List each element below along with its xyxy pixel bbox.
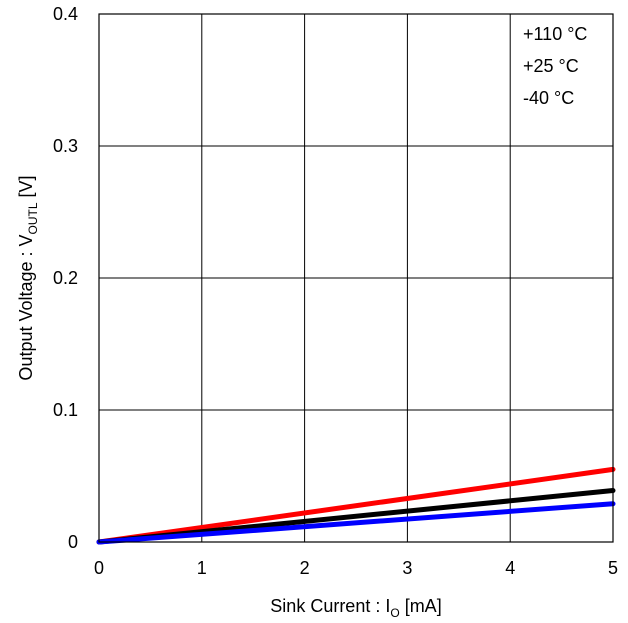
x-tick-label: 5 [608,558,618,578]
x-tick-label: 4 [505,558,515,578]
y-tick-labels: 0 0.1 0.2 0.3 0.4 [53,4,78,552]
x-axis-label: Sink Current : IO [mA] [270,596,441,620]
y-tick-label: 0.2 [53,268,78,288]
x-tick-label: 2 [300,558,310,578]
legend-entry-1: +25 °C [523,56,579,76]
x-tick-label: 0 [94,558,104,578]
x-tick-label: 1 [197,558,207,578]
legend-entry-2: -40 °C [523,88,574,108]
series-line-0 [96,466,616,545]
y-tick-label: 0 [68,532,78,552]
y-axis-label: Output Voltage : VOUTL [V] [16,175,40,380]
legend: +110 °C +25 °C -40 °C [523,24,587,108]
plot-frame [98,13,614,543]
series-line-2 [96,501,616,545]
x-tick-label: 3 [402,558,412,578]
y-tick-label: 0.4 [53,4,78,24]
y-tick-label: 0.3 [53,136,78,156]
series-lines [96,466,616,545]
x-tick-labels: 0 1 2 3 4 5 [94,558,618,578]
y-tick-label: 0.1 [53,400,78,420]
legend-entry-0: +110 °C [523,24,587,44]
